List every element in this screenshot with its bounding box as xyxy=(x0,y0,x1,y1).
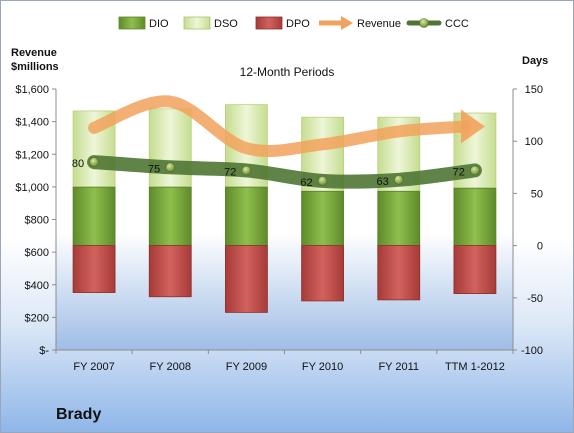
ccc-data-label: 80 xyxy=(72,158,84,170)
right-tick-label: -50 xyxy=(527,293,543,305)
bar-dso xyxy=(148,108,192,188)
company-name: Brady xyxy=(56,406,102,423)
legend-swatch xyxy=(183,16,211,30)
bar-dpo xyxy=(72,245,116,293)
right-tick-label: 150 xyxy=(525,84,543,96)
x-tick-label: FY 2008 xyxy=(150,361,191,373)
bar-dpo xyxy=(377,245,421,301)
left-tick-label: $1,000 xyxy=(15,182,49,194)
legend-swatch xyxy=(255,16,283,30)
ccc-data-label: 63 xyxy=(377,176,389,188)
revenue-line xyxy=(88,95,471,157)
chart-title: 12-Month Periods xyxy=(240,65,335,79)
bar-dio xyxy=(301,190,344,246)
x-tick-label: TTM 1-2012 xyxy=(445,361,505,373)
ccc-line xyxy=(87,155,482,189)
left-axis-label: Revenue $millions xyxy=(11,47,59,73)
legend-item-dso: DSO xyxy=(183,16,238,30)
bar-dio xyxy=(377,190,421,246)
right-tick-label: -100 xyxy=(521,345,543,357)
left-tick-label: $400 xyxy=(25,280,49,292)
right-tick-label: 50 xyxy=(531,188,543,200)
legend-label: DIO xyxy=(149,18,169,30)
left-tick-label: $1,200 xyxy=(15,149,49,161)
x-tick-label: FY 2011 xyxy=(378,361,419,373)
ccc-point xyxy=(241,165,252,176)
left-tick-label: $1,600 xyxy=(15,84,49,96)
legend-item-dpo: DPO xyxy=(255,16,310,30)
bar-dio xyxy=(225,186,268,247)
legend-label: Revenue xyxy=(357,18,401,30)
bar-dpo xyxy=(301,245,344,302)
legend-item-revenue: Revenue xyxy=(319,16,401,30)
legend-item-ccc: CCC xyxy=(406,18,469,30)
legend-marker xyxy=(419,18,429,28)
ccc-point xyxy=(393,175,404,185)
left-tick-label: $1,400 xyxy=(15,117,49,129)
legend-label: DPO xyxy=(286,18,310,30)
bar-dio xyxy=(72,186,116,247)
ccc-data-label: 72 xyxy=(453,166,465,178)
x-tick-label: FY 2007 xyxy=(73,361,114,373)
right-tick-label: 0 xyxy=(537,241,543,253)
x-tick-label: FY 2009 xyxy=(226,361,267,373)
left-tick-label: $600 xyxy=(25,247,49,259)
legend-label: DSO xyxy=(214,18,238,30)
ccc-point xyxy=(165,162,176,173)
legend-label: CCC xyxy=(445,18,469,30)
left-tick-label: $800 xyxy=(25,215,49,227)
left-axis-label-line: Revenue xyxy=(11,47,57,59)
left-tick-label: $- xyxy=(39,345,49,357)
bar-dio xyxy=(453,187,497,246)
legend: DIO DSO DPO Revenue CCC xyxy=(118,16,469,30)
right-tick-label: 100 xyxy=(525,136,543,148)
ccc-point xyxy=(89,157,99,167)
ccc-data-label: 62 xyxy=(300,177,312,189)
right-axis-label: Days xyxy=(522,55,548,67)
ccc-point xyxy=(470,165,480,176)
revenue-arrowhead xyxy=(460,109,485,144)
ccc-point xyxy=(317,176,328,186)
legend-swatch xyxy=(341,16,353,30)
bar-dpo xyxy=(148,245,192,298)
bar-dpo xyxy=(225,245,268,313)
ccc-data-label: 72 xyxy=(224,166,236,178)
ccc-data-label: 75 xyxy=(148,163,160,175)
legend-item-dio: DIO xyxy=(118,16,169,30)
axes-layer: $- $200 $400 $600 $800 $1,000 $1,200 $1,400 $1,6… xyxy=(15,84,543,373)
left-tick-label: $200 xyxy=(25,312,49,324)
x-tick-label: FY 2010 xyxy=(302,361,343,373)
left-axis-label-line: $millions xyxy=(11,61,59,73)
bar-dpo xyxy=(453,245,497,295)
bar-dio xyxy=(148,186,192,247)
legend-swatch xyxy=(118,16,146,30)
lines-layer: 80 75 72 62 63 72 xyxy=(72,95,485,189)
